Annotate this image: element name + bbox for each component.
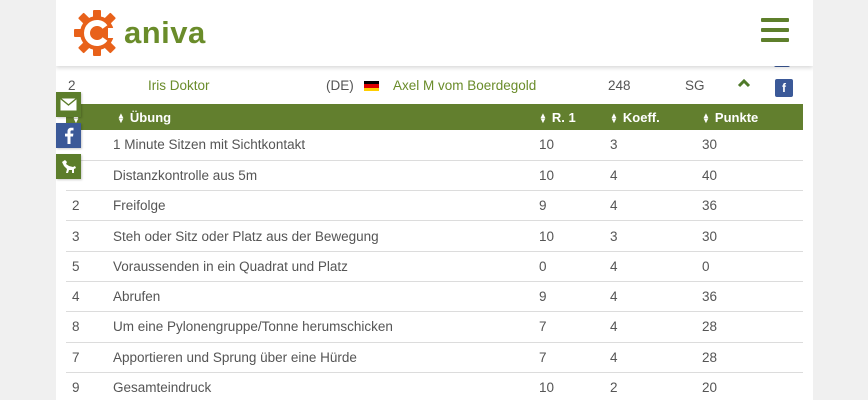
exercise-table: ▲▼ ▲▼Übung ▲▼R. 1 ▲▼Koeff. ▲▼Punkte 1 Mi…	[66, 104, 803, 400]
table-header-row: ▲▼ ▲▼Übung ▲▼R. 1 ▲▼Koeff. ▲▼Punkte	[66, 104, 803, 130]
table-row: 8 Um eine Pylonengruppe/Tonne herumschick…	[66, 311, 803, 343]
table-row: 3 Steh oder Sitz oder Platz aus der Beweg…	[66, 220, 803, 252]
sort-icon: ▲▼	[610, 111, 618, 126]
logo-text: aniva	[124, 15, 206, 50]
chevron-up-icon[interactable]	[737, 76, 751, 90]
sort-icon: ▲▼	[702, 111, 710, 126]
grade: SG	[685, 78, 705, 93]
dog-link[interactable]: Axel M vom Boerdegold	[393, 78, 537, 93]
site-header: aniva	[56, 0, 813, 66]
country-code: (DE)	[326, 78, 354, 93]
table-row: 2 Freifolge 9 4 36	[66, 190, 803, 222]
facebook-share-button[interactable]: f	[775, 79, 793, 97]
envelope-icon	[60, 98, 77, 111]
sort-punkte-header[interactable]: ▲ ▼ Punkte	[702, 104, 803, 130]
table-row: 4 Abrufen 9 4 36	[66, 281, 803, 313]
table-row: 7 Apportieren und Sprung über eine Hürde 7…	[66, 342, 803, 373]
hamburger-icon	[761, 18, 789, 22]
result-row: 2 Iris Doktor (DE) Axel M vom Boerdegold…	[66, 72, 803, 102]
sort-icon: ▲▼	[539, 111, 547, 126]
facebook-icon	[64, 127, 73, 144]
dog-share-button[interactable]	[56, 154, 81, 179]
sort-koeff-header[interactable]: ▲ ▼ Koeff.	[610, 104, 702, 130]
table-row: 9 Gesamteindruck 10 2 20	[66, 372, 803, 400]
table-row: 5 Voraussenden in ein Quadrat und Platz 0 4…	[66, 251, 803, 282]
handler-link[interactable]: Iris Doktor	[148, 78, 210, 93]
table-row: 1 Minute Sitzen mit Sichtkontakt 10 3 30	[66, 130, 803, 161]
facebook-share-button[interactable]	[56, 123, 81, 148]
caniva-logo[interactable]: aniva	[72, 8, 212, 58]
total-points: 248	[608, 78, 631, 93]
share-rail	[56, 92, 81, 185]
email-share-button[interactable]	[56, 92, 81, 117]
gear-c-logo-icon	[74, 10, 122, 56]
page: aniva 2 Iris Doktor (DE) Axel M vom Boer…	[56, 0, 813, 400]
germany-flag-icon	[364, 81, 379, 91]
sort-exercise-header[interactable]: ▲ ▼ Übung	[113, 104, 539, 130]
hamburger-menu-button[interactable]	[761, 18, 793, 44]
result-rank: 2	[68, 78, 76, 93]
table-row: Distanzkontrolle aus 5m 10 4 40	[66, 160, 803, 192]
sort-r1-header[interactable]: ▲ ▼ R. 1	[539, 104, 610, 130]
dog-icon	[62, 160, 76, 173]
sort-icon: ▲▼	[117, 111, 125, 126]
